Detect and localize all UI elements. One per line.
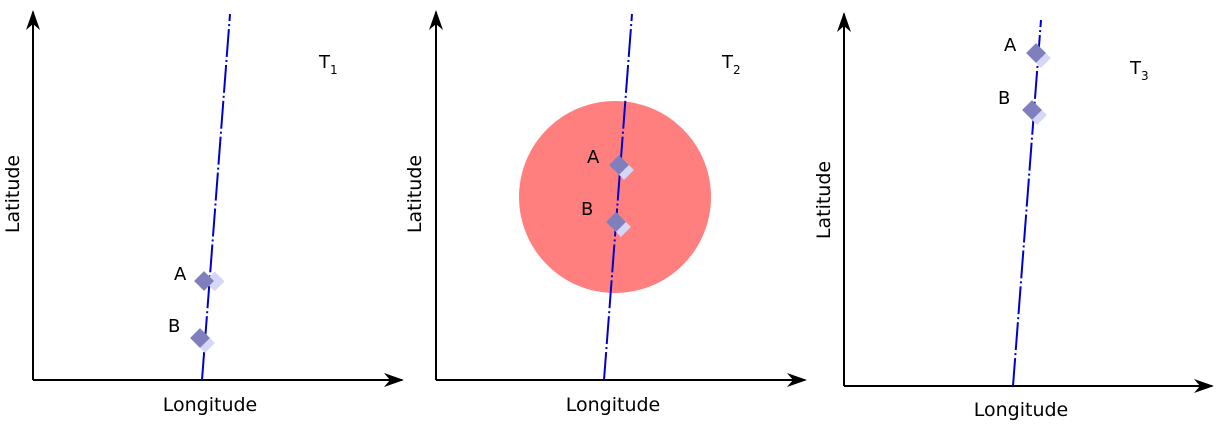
y-axis-label-t1: Latitude (2, 155, 24, 233)
point-label-b-t3: B (998, 88, 1010, 109)
x-axis-label-t2: Longitude (566, 394, 661, 416)
panel-t2: A B T2 Longitude Latitude (404, 10, 807, 416)
time-label-t1: T1 (318, 52, 338, 77)
time-label-t2: T2 (721, 52, 741, 77)
x-axis-label-t1: Longitude (163, 394, 258, 416)
trajectory-line-t1 (201, 13, 231, 381)
point-marker-b-t3 (1022, 100, 1047, 125)
point-label-a-t3: A (1004, 35, 1017, 56)
time-label-t2-subscript: 2 (733, 63, 741, 77)
point-label-b-t2: B (581, 199, 593, 220)
point-label-a-t1: A (174, 264, 187, 285)
time-label-t3-main: T (1129, 58, 1142, 79)
danger-zone-circle (519, 101, 711, 293)
point-label-b-t1: B (168, 316, 180, 337)
time-label-t1-subscript: 1 (330, 63, 338, 77)
trajectory-line-t2 (603, 13, 633, 381)
point-marker-b-t1 (190, 328, 215, 353)
time-label-t3: T3 (1129, 58, 1149, 83)
time-label-t2-main: T (721, 52, 734, 73)
trajectory-line-t3 (1012, 19, 1042, 387)
y-axis-label-t3: Latitude (813, 161, 835, 239)
point-label-a-t2: A (587, 147, 600, 168)
time-label-t3-subscript: 3 (1141, 69, 1149, 83)
point-marker-a-t1 (194, 271, 225, 292)
point-marker-a-t3 (1026, 43, 1051, 68)
panel-t3: A B T3 Longitude Latitude (813, 12, 1214, 421)
y-axis-label-t2: Latitude (404, 155, 426, 233)
x-axis-label-t3: Longitude (974, 399, 1069, 421)
time-label-t1-main: T (318, 52, 331, 73)
panel-t1: A B T1 Longitude Latitude (2, 10, 404, 416)
